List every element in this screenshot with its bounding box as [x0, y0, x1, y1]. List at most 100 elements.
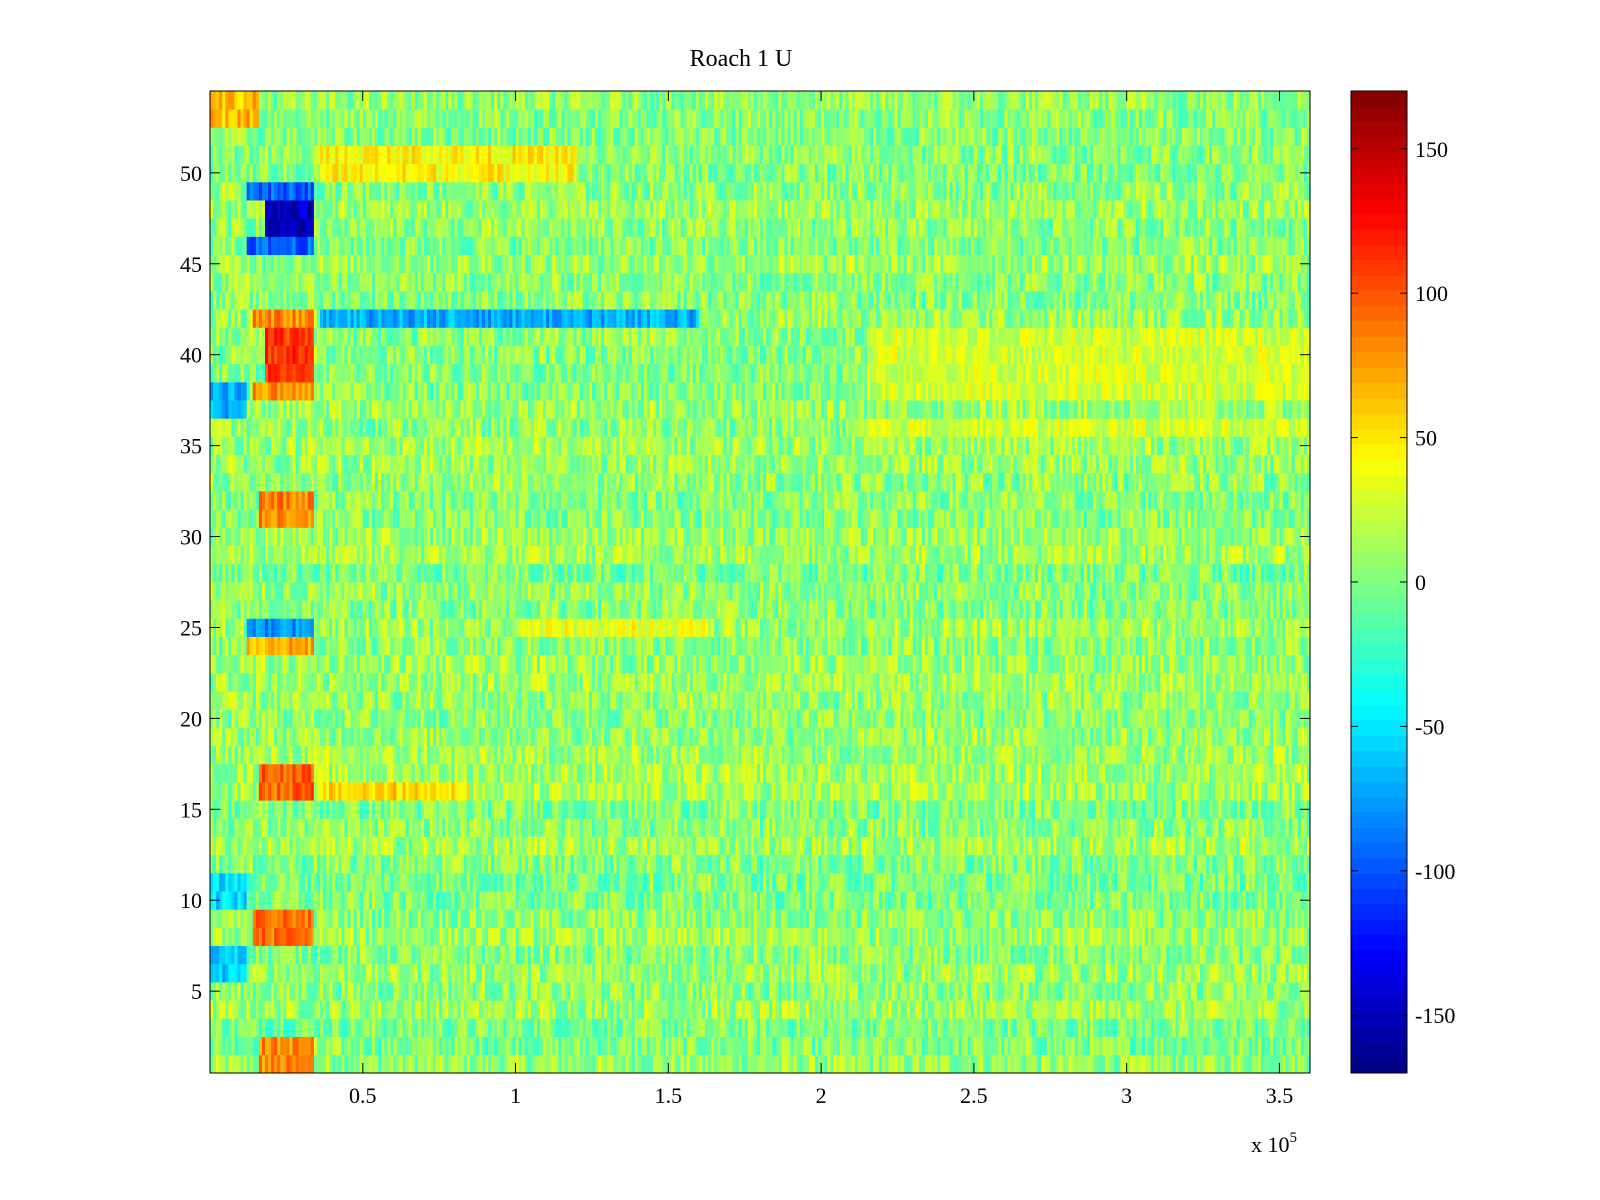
heatmap-cell	[320, 1018, 323, 1037]
heatmap-cell	[1096, 1000, 1099, 1019]
heatmap-cell	[827, 1000, 830, 1019]
heatmap-cell	[678, 1000, 681, 1019]
heatmap-cell	[351, 1000, 354, 1019]
heatmap-cell	[904, 1018, 907, 1037]
heatmap-cell	[674, 1055, 677, 1074]
heatmap-cell	[989, 1055, 992, 1074]
heatmap-cell	[231, 1000, 234, 1019]
heatmap-cell	[1142, 1055, 1145, 1074]
heatmap-cell	[464, 1055, 467, 1074]
heatmap-cell	[1035, 1018, 1038, 1037]
heatmap-cell	[571, 1000, 574, 1019]
heatmap-cell	[1114, 1000, 1117, 1019]
heatmap-cell	[445, 1018, 448, 1037]
heatmap-cell	[1218, 1055, 1221, 1074]
heatmap-cell	[1160, 1037, 1163, 1056]
heatmap-cell	[632, 1037, 635, 1056]
heatmap-cell	[1264, 1037, 1267, 1056]
heatmap-cell	[681, 1055, 684, 1074]
heatmap-cell	[1114, 1037, 1117, 1056]
heatmap-cell	[1026, 1037, 1029, 1056]
heatmap-cell	[311, 1055, 314, 1074]
heatmap-cell	[387, 1018, 390, 1037]
heatmap-cell	[962, 1018, 965, 1037]
heatmap-cell	[381, 1055, 384, 1074]
heatmap-cell	[674, 1000, 677, 1019]
heatmap-cell	[418, 1018, 421, 1037]
heatmap-cell	[424, 1055, 427, 1074]
heatmap-cell	[723, 1055, 726, 1074]
heatmap-cell	[1151, 1055, 1154, 1074]
heatmap-cell	[332, 1037, 335, 1056]
heatmap-cell	[690, 1055, 693, 1074]
heatmap-cell	[378, 1000, 381, 1019]
heatmap-cell	[956, 1055, 959, 1074]
heatmap-cell	[714, 1055, 717, 1074]
heatmap-cell	[726, 1018, 729, 1037]
heatmap-cell	[717, 1018, 720, 1037]
heatmap-cell	[1096, 1018, 1099, 1037]
heatmap-cell	[1118, 1037, 1121, 1056]
heatmap-cell	[1099, 1018, 1102, 1037]
heatmap-cell	[729, 1037, 732, 1056]
heatmap-cell	[1093, 1055, 1096, 1074]
heatmap-cell	[1026, 1000, 1029, 1019]
heatmap-cell	[919, 1055, 922, 1074]
heatmap-cell	[583, 1037, 586, 1056]
heatmap-cell	[1044, 1000, 1047, 1019]
heatmap-cell	[1212, 1018, 1215, 1037]
heatmap-cell	[1231, 1055, 1234, 1074]
heatmap-cell	[989, 1018, 992, 1037]
heatmap-cell	[1301, 1055, 1304, 1074]
chart-title: Roach 1 U	[690, 46, 793, 72]
heatmap-cell	[956, 1018, 959, 1037]
heatmap-cell	[415, 1055, 418, 1074]
heatmap-cell	[1029, 1000, 1032, 1019]
heatmap-cell	[910, 1055, 913, 1074]
heatmap-cell	[916, 1037, 919, 1056]
heatmap-cell	[1197, 1000, 1200, 1019]
heatmap-cell	[506, 1055, 509, 1074]
heatmap-cell	[946, 1000, 949, 1019]
heatmap-cell	[797, 1000, 800, 1019]
heatmap-cell	[293, 1018, 296, 1037]
heatmap-cell	[454, 1055, 457, 1074]
heatmap-cell	[1059, 1037, 1062, 1056]
heatmap-cell	[549, 1000, 552, 1019]
heatmap-cell	[494, 1000, 497, 1019]
heatmap-cell	[904, 1055, 907, 1074]
heatmap-cell	[846, 1037, 849, 1056]
heatmap-cell	[311, 1000, 314, 1019]
heatmap-cell	[1237, 1055, 1240, 1074]
heatmap-cell	[778, 1055, 781, 1074]
heatmap-cell	[580, 1037, 583, 1056]
heatmap-cell	[891, 1055, 894, 1074]
heatmap-cell	[543, 1037, 546, 1056]
heatmap-cell	[690, 1018, 693, 1037]
heatmap-cell	[1029, 1018, 1032, 1037]
heatmap-cell	[870, 1018, 873, 1037]
heatmap-cell	[723, 1018, 726, 1037]
heatmap-cell	[962, 1055, 965, 1074]
heatmap-cell	[311, 1018, 314, 1037]
heatmap-cell	[583, 1000, 586, 1019]
heatmap-cell	[231, 1018, 234, 1037]
heatmap-cell	[586, 1018, 589, 1037]
heatmap-cell	[809, 1000, 812, 1019]
heatmap-cell	[537, 1037, 540, 1056]
heatmap-cell	[971, 1018, 974, 1037]
heatmap-cell	[705, 1018, 708, 1037]
heatmap-cell	[607, 1000, 610, 1019]
heatmap-cell	[1050, 1000, 1053, 1019]
heatmap-cell	[274, 1000, 277, 1019]
heatmap-cell	[702, 1018, 705, 1037]
heatmap-cell	[684, 1055, 687, 1074]
heatmap-cell	[726, 1000, 729, 1019]
heatmap-cell	[531, 1018, 534, 1037]
heatmap-cell	[626, 1037, 629, 1056]
heatmap-cell	[1267, 1037, 1270, 1056]
heatmap-cell	[506, 1018, 509, 1037]
heatmap-cell	[1157, 1000, 1160, 1019]
heatmap-cell	[1243, 1018, 1246, 1037]
heatmap-cell	[821, 1000, 824, 1019]
